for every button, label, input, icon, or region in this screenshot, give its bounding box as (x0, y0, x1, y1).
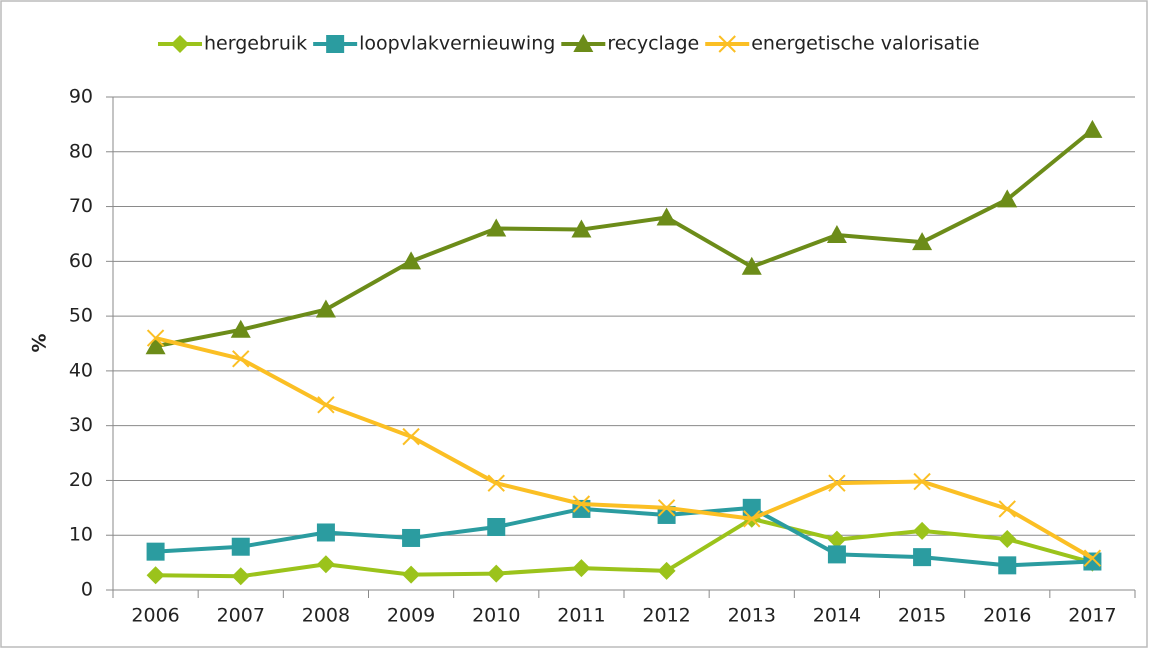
marker (230, 319, 251, 338)
x-tick-label: 2015 (898, 605, 946, 627)
series-line (155, 336, 1094, 560)
marker (486, 218, 507, 237)
marker (402, 427, 420, 446)
marker (657, 505, 676, 524)
marker (571, 219, 592, 238)
x-tick-label: 2017 (1068, 605, 1116, 627)
x-tick-label: 2014 (813, 605, 861, 627)
marker (998, 556, 1017, 575)
y-tick-label: 20 (69, 469, 93, 491)
marker (146, 329, 165, 347)
marker (827, 530, 846, 549)
marker (743, 510, 761, 528)
marker (402, 565, 421, 584)
marker (487, 474, 505, 492)
marker (231, 567, 250, 586)
marker (231, 537, 250, 556)
marker (146, 542, 165, 561)
y-tick-label: 10 (69, 524, 93, 546)
series-line (155, 128, 1094, 349)
y-tick-label: 30 (69, 414, 93, 436)
marker (146, 566, 165, 585)
legend-label: energetische valorisatie (751, 33, 979, 55)
marker (145, 336, 166, 355)
marker (913, 472, 931, 491)
marker (315, 299, 336, 318)
marker (657, 499, 676, 517)
y-tick-label: 90 (69, 86, 93, 108)
marker (827, 545, 846, 564)
x-tick-label: 2011 (557, 605, 605, 627)
marker (997, 189, 1018, 208)
x-tick-label: 2006 (131, 605, 179, 627)
series-line (155, 505, 1093, 568)
marker (1083, 549, 1102, 567)
marker (317, 396, 335, 414)
marker (998, 500, 1016, 518)
x-tick-label: 2008 (302, 605, 350, 627)
legend-marker (171, 35, 189, 53)
marker (232, 350, 250, 368)
y-tick-label: 70 (69, 195, 93, 217)
y-tick-label: 0 (81, 579, 93, 601)
marker (826, 225, 847, 244)
marker (742, 498, 761, 517)
marker (402, 528, 421, 547)
marker (913, 521, 932, 540)
x-tick-label: 2012 (642, 605, 690, 627)
x-tick-label: 2009 (387, 605, 435, 627)
legend-marker (573, 34, 594, 52)
y-tick-label: 60 (69, 250, 93, 272)
marker (316, 555, 335, 574)
marker (487, 564, 506, 583)
series-line (155, 516, 1093, 579)
x-tick-label: 2007 (217, 605, 265, 627)
marker (913, 548, 932, 567)
legend-label: hergebruik (204, 33, 307, 55)
marker (572, 495, 591, 513)
marker (912, 232, 933, 251)
legend-marker (718, 35, 736, 53)
y-axis-label: % (29, 333, 51, 352)
marker (572, 559, 591, 578)
x-tick-label: 2013 (728, 605, 776, 627)
marker (401, 251, 422, 270)
y-tick-label: 80 (69, 140, 93, 162)
marker (656, 207, 677, 226)
x-tick-label: 2010 (472, 605, 520, 627)
legend-label: loopvlakvernieuwing (359, 33, 555, 55)
marker (316, 523, 335, 542)
marker (828, 474, 846, 492)
x-tick-label: 2016 (983, 605, 1031, 627)
marker (998, 530, 1017, 549)
marker (487, 518, 506, 537)
y-tick-label: 50 (69, 305, 93, 327)
marker (741, 256, 762, 275)
legend-label: recyclage (607, 33, 699, 55)
marker (1082, 119, 1103, 138)
y-tick-label: 40 (69, 359, 93, 381)
marker (657, 561, 676, 580)
legend-marker (326, 35, 345, 53)
